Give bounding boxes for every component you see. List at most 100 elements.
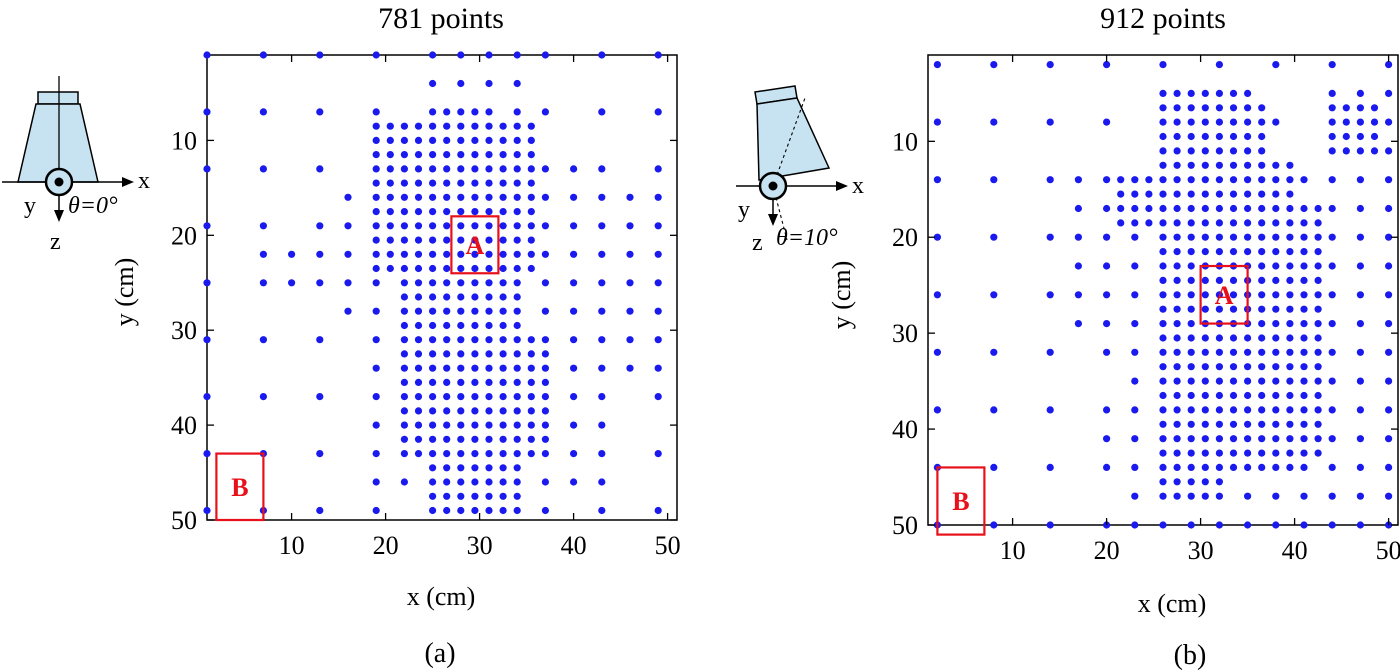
panel-b-data-point	[1314, 348, 1322, 356]
panel-b-data-point	[1244, 176, 1252, 184]
panel-b-data-point	[1187, 204, 1195, 213]
panel-a-data-point	[457, 336, 465, 344]
panel-b-data-point	[1300, 334, 1308, 342]
panel-a-data-point	[485, 236, 493, 244]
panel-b-data-point	[1131, 320, 1139, 328]
panel-a-data-point	[541, 336, 550, 344]
panel-a-data-point	[471, 464, 479, 472]
panel-a-data-point	[471, 350, 479, 358]
panel-a-data-point	[414, 307, 423, 315]
panel-a-data-point	[541, 193, 550, 201]
panel-b-data-point	[1300, 363, 1308, 371]
panel-b-data-point	[1074, 262, 1082, 270]
panel-a-data-point	[485, 478, 493, 486]
panel-b-data-point	[1272, 334, 1280, 342]
panel-b-data-point	[1244, 147, 1252, 155]
panel-a-data-point	[499, 464, 507, 472]
panel-b-data-point	[1187, 463, 1195, 471]
panel-a-data-point	[541, 435, 550, 443]
panel-a-data-point	[499, 435, 507, 443]
panel-b-data-point	[1173, 435, 1181, 443]
panel-b-data-point	[1131, 348, 1139, 356]
panel-a-data-point	[414, 179, 423, 187]
panel-a-data-point	[598, 165, 606, 173]
panel-a-data-point	[485, 506, 493, 515]
panel-a-data-point	[203, 108, 211, 116]
panel-b-data-point	[1187, 391, 1195, 400]
panel-b-data-point	[1286, 248, 1294, 256]
panel-a-data-point	[541, 364, 550, 372]
panel-a-data-point	[457, 407, 465, 415]
panel-b-data-point	[1300, 420, 1308, 428]
panel-b-data-point	[1356, 435, 1364, 443]
panel-a-data-point	[429, 364, 437, 372]
panel-a-data-point	[316, 506, 324, 515]
panel-a-data-point	[471, 478, 479, 486]
panel-a-data-point	[443, 293, 451, 301]
panel-b-box-a-label: A	[1215, 281, 1234, 310]
panel-a-data-point	[527, 364, 535, 372]
panel-b-data-point	[1286, 305, 1294, 313]
panel-a-data-point	[654, 393, 662, 401]
probe-theta-10-icon: x y z θ=10°	[736, 85, 864, 256]
panel-b-data-point	[1117, 219, 1125, 227]
panel-a-data-point	[400, 193, 408, 201]
panel-a-data-point	[429, 492, 437, 500]
panel-b-data-point	[1229, 204, 1238, 213]
panel-a-data-point	[527, 407, 535, 415]
panel-b-data-point	[1258, 406, 1266, 414]
panel-b-data-point	[1229, 406, 1238, 414]
panel-b-data-point	[1229, 463, 1238, 471]
panel-a-data-point	[527, 122, 535, 130]
panel-a-data-point	[414, 293, 423, 301]
panel-a-data-point	[457, 122, 465, 130]
panel-b-data-point	[1286, 391, 1294, 400]
panel-b-data-point	[1314, 276, 1322, 284]
panel-b-data-point	[1272, 204, 1280, 213]
panel-a-data-point	[499, 421, 507, 429]
panel-a-data-point	[443, 208, 451, 216]
panel-a-data-point	[626, 250, 634, 258]
panel-b-data-point	[1244, 334, 1252, 342]
panel-b-data-point	[1258, 449, 1266, 457]
panel-a-data-point	[429, 350, 437, 358]
panel-a-data-point	[429, 108, 437, 116]
panel-a-data-point	[471, 421, 479, 429]
panel-b-data-point	[1356, 463, 1364, 471]
panel-a-data-point	[541, 279, 550, 287]
panel-b-data-point	[1272, 521, 1280, 529]
panel-a-x-tick-label: 40	[561, 531, 587, 560]
panel-b-data-point	[1244, 190, 1252, 198]
panel-a-data-point	[414, 222, 423, 230]
panel-a-data-point	[485, 250, 493, 258]
panel-a-data-point	[654, 108, 662, 116]
panel-a-data-point	[541, 250, 550, 258]
panel-b-data-point	[1159, 233, 1167, 241]
panel-b-data-point	[1229, 291, 1238, 299]
panel-b-data-point	[1229, 118, 1238, 126]
panel-a-data-point	[259, 222, 267, 230]
panel-b-data-point	[1131, 406, 1139, 414]
panel-b-data-point	[1074, 291, 1082, 299]
panel-b-data-point	[990, 291, 998, 299]
panel-b-data-point	[1258, 320, 1266, 328]
panel-b-data-point	[1300, 348, 1308, 356]
panel-a-data-point	[372, 478, 380, 486]
panel-a-data-point	[499, 122, 507, 130]
panel-b-data-point	[1258, 391, 1266, 400]
panel-b-data-point	[933, 406, 942, 414]
panel-a-data-point	[316, 450, 324, 458]
panel-b-data-point	[1342, 118, 1350, 126]
panel-b-x-axis-label: x (cm)	[1138, 589, 1207, 618]
panel-a-data-point	[400, 350, 408, 358]
panel-b-data-point	[1328, 89, 1336, 97]
panel-b-data-point	[1215, 219, 1223, 227]
panel-a-data-point	[372, 264, 380, 273]
panel-a-data-point	[513, 279, 521, 287]
panel-a-data-point	[513, 506, 521, 515]
panel-b-data-point	[1074, 176, 1082, 184]
panel-b-data-point	[1117, 190, 1125, 198]
panel-b-data-point	[1244, 118, 1252, 126]
panel-a-data-point	[259, 108, 267, 116]
